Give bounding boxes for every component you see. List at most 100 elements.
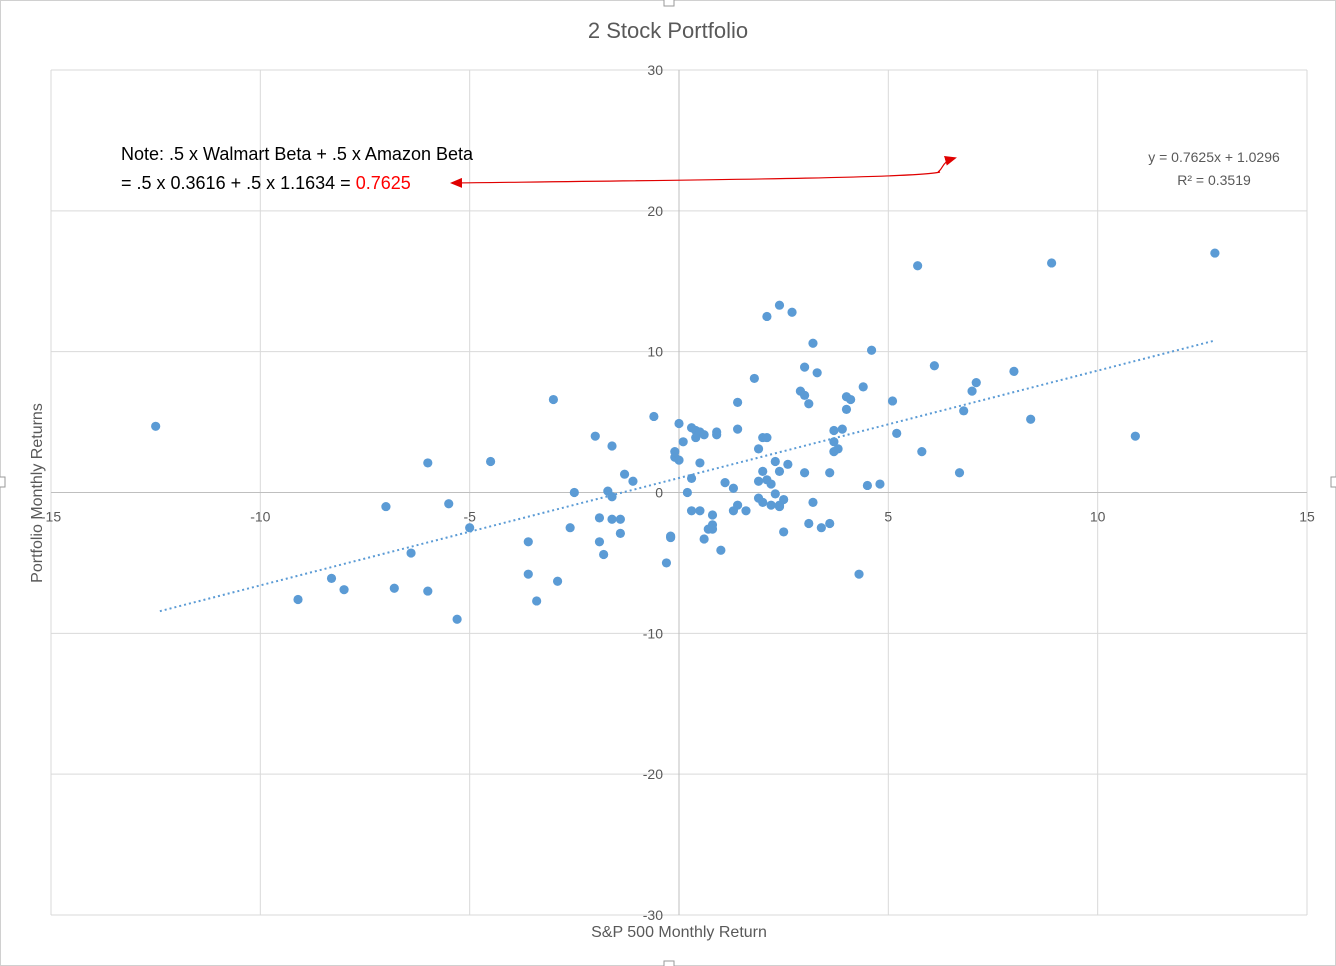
data-point xyxy=(406,548,416,558)
data-point xyxy=(825,468,835,478)
x-tick-label: 15 xyxy=(1299,509,1315,525)
x-axis-title: S&P 500 Monthly Return xyxy=(591,924,767,941)
resize-handle-bottom[interactable] xyxy=(663,960,675,966)
data-point xyxy=(594,537,605,547)
trendline-equation: y = 0.7625x + 1.0296 xyxy=(1148,149,1280,165)
data-point xyxy=(1130,431,1140,441)
data-point xyxy=(599,549,609,560)
note-beta-value: 0.7625 xyxy=(356,173,411,193)
data-point xyxy=(552,576,563,586)
resize-handle-left[interactable] xyxy=(0,476,6,488)
data-points xyxy=(151,248,1220,624)
data-point xyxy=(682,487,692,498)
data-point xyxy=(762,432,772,443)
data-point xyxy=(866,345,877,355)
data-point xyxy=(829,425,839,436)
data-point xyxy=(452,614,462,624)
data-point xyxy=(783,459,793,469)
y-tick-label: 0 xyxy=(655,485,663,501)
note-line-2-formula: = .5 x 0.3616 + .5 x 1.1634 = xyxy=(121,173,356,193)
data-point xyxy=(423,458,433,468)
data-point xyxy=(699,430,709,440)
data-point xyxy=(774,501,785,512)
data-point xyxy=(753,476,764,486)
data-point xyxy=(712,427,722,437)
data-point xyxy=(532,596,542,606)
data-point xyxy=(733,500,743,510)
data-point xyxy=(959,406,969,416)
data-point xyxy=(674,418,684,429)
data-point xyxy=(670,447,680,457)
y-axis-title: Portfolio Monthly Returns xyxy=(29,403,46,583)
data-point xyxy=(548,394,559,405)
data-point xyxy=(707,524,718,534)
data-point xyxy=(787,307,797,317)
data-point xyxy=(707,510,718,520)
data-point xyxy=(381,501,391,512)
note-arrow-right xyxy=(937,155,957,173)
data-point xyxy=(486,456,496,467)
data-point xyxy=(590,431,600,441)
data-point xyxy=(1009,366,1019,376)
data-point xyxy=(619,469,630,479)
data-point xyxy=(615,528,625,538)
note-line-1: Note: .5 x Walmart Beta + .5 x Amazon Be… xyxy=(121,144,474,164)
y-tick-label: -10 xyxy=(643,625,663,641)
data-point xyxy=(779,494,789,505)
data-point xyxy=(728,483,739,493)
note-arrow-left xyxy=(450,171,941,188)
data-point xyxy=(565,523,575,533)
data-point xyxy=(741,506,751,516)
data-point xyxy=(846,394,856,405)
y-tick-label: 30 xyxy=(647,62,663,78)
resize-handle-right[interactable] xyxy=(1330,476,1336,488)
x-tick-label: -5 xyxy=(463,509,476,525)
data-point xyxy=(695,458,705,468)
data-point xyxy=(774,466,785,476)
data-point xyxy=(816,523,826,533)
x-tick-label: 10 xyxy=(1090,509,1106,525)
resize-handle-top[interactable] xyxy=(663,0,675,7)
data-point xyxy=(812,368,822,378)
trendline xyxy=(159,339,1216,613)
tick-labels: -15 -10 -5 5 10 15 -30 -20 -10 0 10 20 30 xyxy=(41,62,1315,923)
data-point xyxy=(829,437,839,447)
data-point xyxy=(913,261,923,271)
x-tick-label: -10 xyxy=(250,509,270,525)
data-point xyxy=(770,489,780,499)
data-point xyxy=(779,527,789,537)
data-point xyxy=(523,569,533,579)
data-point xyxy=(762,311,772,322)
note-line-2: = .5 x 0.3616 + .5 x 1.1634 = 0.7625 xyxy=(121,173,411,193)
data-point xyxy=(444,499,454,509)
axes xyxy=(51,70,1307,915)
data-point xyxy=(686,473,697,484)
data-point xyxy=(971,378,981,388)
y-tick-label: -20 xyxy=(643,766,663,782)
x-tick-label: 5 xyxy=(884,509,892,525)
data-point xyxy=(720,478,730,488)
data-point xyxy=(967,386,977,396)
data-point xyxy=(758,466,768,476)
data-point xyxy=(808,497,818,507)
data-point xyxy=(594,513,605,523)
data-point xyxy=(569,487,579,498)
data-point xyxy=(800,362,810,372)
r-squared-label: R² = 0.3519 xyxy=(1177,172,1251,188)
data-point xyxy=(733,397,743,407)
data-point xyxy=(733,424,743,434)
data-point xyxy=(887,396,898,406)
y-tick-label: -30 xyxy=(643,907,663,923)
data-point xyxy=(716,545,726,555)
data-point xyxy=(770,456,780,467)
data-point xyxy=(766,500,776,510)
data-point xyxy=(465,523,475,533)
chart-title: 2 Stock Portfolio xyxy=(588,18,748,43)
data-point xyxy=(686,506,697,516)
data-point xyxy=(615,514,625,524)
data-point xyxy=(862,480,873,491)
data-point xyxy=(389,583,399,593)
data-point xyxy=(628,476,638,486)
